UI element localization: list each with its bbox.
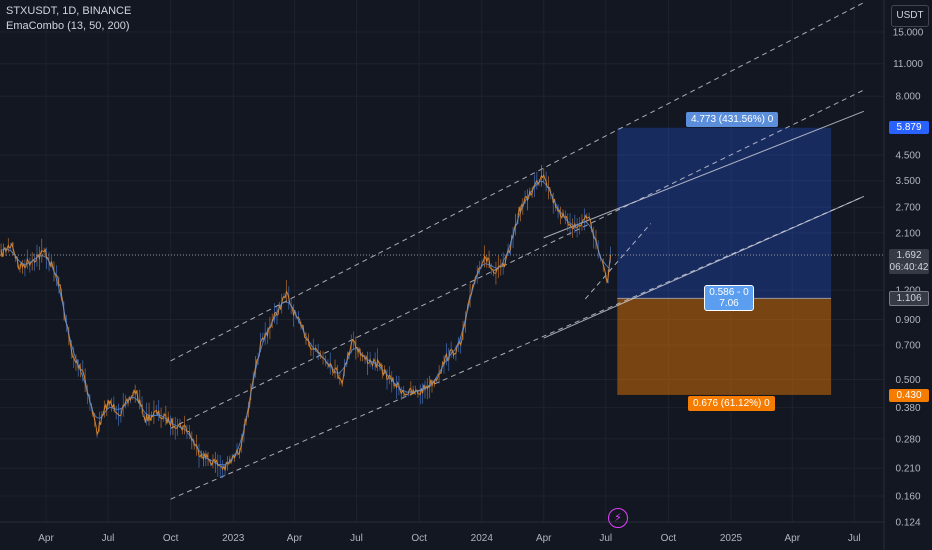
- bar-countdown: 06:40:42: [889, 262, 929, 273]
- x-tick-label: Apr: [785, 533, 801, 544]
- y-tick-label: 2.100: [895, 228, 920, 239]
- ema-13-line: [0, 173, 611, 471]
- current-price-value: 1.692: [896, 250, 922, 261]
- y-tick-label: 2.700: [895, 203, 920, 214]
- loss-zone: [617, 298, 832, 395]
- target-price-label: 5.879: [889, 121, 929, 134]
- x-tick-label: Oct: [661, 533, 677, 544]
- y-tick-label: 15.000: [893, 28, 924, 39]
- channel-line: [170, 89, 864, 429]
- x-tick-label: 2025: [720, 533, 743, 544]
- channel-line: [170, 195, 864, 500]
- y-tick-label: 0.380: [895, 403, 920, 414]
- y-tick-label: 0.700: [895, 341, 920, 352]
- x-tick-label: Apr: [38, 533, 54, 544]
- x-tick-label: Oct: [163, 533, 179, 544]
- y-tick-label: 0.160: [895, 491, 920, 502]
- lightning-icon[interactable]: ⚡︎: [608, 508, 628, 528]
- x-tick-label: Apr: [287, 533, 303, 544]
- x-tick-label: Jul: [599, 533, 612, 544]
- x-tick-label: 2023: [222, 533, 245, 544]
- x-tick-label: 2024: [471, 533, 494, 544]
- x-tick-label: Jul: [848, 533, 861, 544]
- x-tick-label: Jul: [350, 533, 363, 544]
- y-tick-label: 4.500: [895, 151, 920, 162]
- symbol-header[interactable]: STXUSDT, 1D, BINANCE: [6, 5, 132, 17]
- x-tick-label: Apr: [536, 533, 552, 544]
- y-tick-label: 11.000: [893, 59, 923, 70]
- entry-price-label: 1.106: [889, 291, 929, 306]
- y-tick-label: 0.210: [895, 464, 920, 475]
- y-tick-label: 0.500: [895, 375, 920, 386]
- x-tick-label: Oct: [411, 533, 427, 544]
- ema-50-line: [0, 180, 611, 466]
- risk-reward-label[interactable]: 0.586 - 0 7.06: [704, 285, 754, 311]
- stop-label: 0.676 (61.12%) 0: [688, 396, 775, 411]
- y-tick-label: 0.280: [895, 434, 920, 445]
- risk-reward-label-line2: 7.06: [719, 298, 739, 309]
- y-tick-label: 3.500: [895, 176, 920, 187]
- currency-button[interactable]: USDT: [891, 5, 929, 27]
- profit-zone: [617, 127, 832, 299]
- y-tick-label: 8.000: [895, 92, 920, 103]
- current-price-label: 1.692 06:40:42: [889, 249, 929, 274]
- indicator-legend[interactable]: EmaCombo (13, 50, 200): [6, 20, 130, 32]
- target-label: 4.773 (431.56%) 0: [686, 112, 779, 127]
- channel-line: [543, 195, 864, 339]
- risk-reward-label-line1: 0.586 - 0: [709, 287, 749, 298]
- stop-price-label: 0.430: [889, 389, 929, 402]
- channel-line: [543, 110, 864, 239]
- y-tick-label: 0.900: [895, 315, 920, 326]
- channel-line: [584, 223, 652, 300]
- y-tick-label: 0.124: [895, 518, 920, 529]
- x-tick-label: Jul: [102, 533, 115, 544]
